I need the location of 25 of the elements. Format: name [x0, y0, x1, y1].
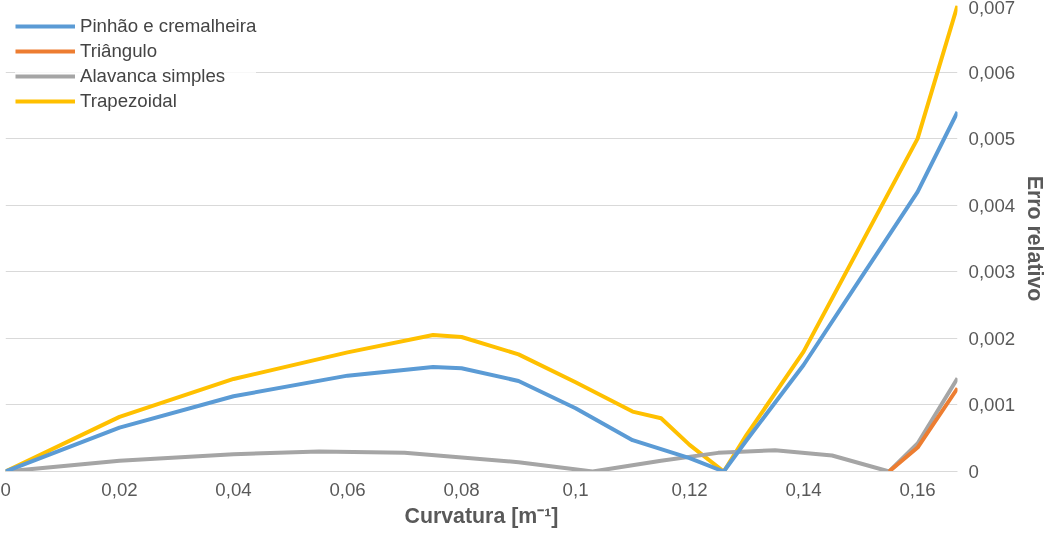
x-tick-label: 0,1: [562, 478, 589, 500]
x-tick-label: 0,14: [785, 478, 822, 500]
line-series: [5, 5, 958, 472]
y-tick-label: 0,004: [968, 194, 1016, 216]
y-tick-label: 0,005: [968, 128, 1016, 150]
y-tick-label: 0,001: [968, 394, 1016, 416]
legend-label: Triângulo: [80, 40, 158, 62]
x-tick-label: 0,06: [329, 478, 366, 500]
legend-label: Pinhão e cremalheira: [80, 15, 257, 37]
x-tick-label: 0,16: [899, 478, 936, 500]
x-tick-label: 0,12: [671, 478, 708, 500]
y-tick-label: 0,003: [968, 261, 1016, 283]
x-tick-label: 0,04: [215, 478, 252, 500]
y-tick-label: 0,006: [968, 61, 1016, 83]
y-tick-label: 0: [968, 461, 979, 482]
legend-label: Alavanca simples: [80, 65, 226, 87]
y-axis-title: Erro relativo: [1023, 175, 1048, 302]
x-tick-label: 0,08: [443, 478, 480, 500]
y-tick-label: 0,002: [968, 327, 1016, 349]
line-series: [5, 110, 958, 472]
x-tick-label: 0,02: [101, 478, 138, 500]
x-axis-title: Curvatura [m⁻¹]: [404, 503, 559, 528]
x-tick-label: 0: [0, 478, 11, 500]
legend-label: Trapezoidal: [80, 90, 177, 112]
y-tick-label: 0,007: [968, 0, 1016, 18]
